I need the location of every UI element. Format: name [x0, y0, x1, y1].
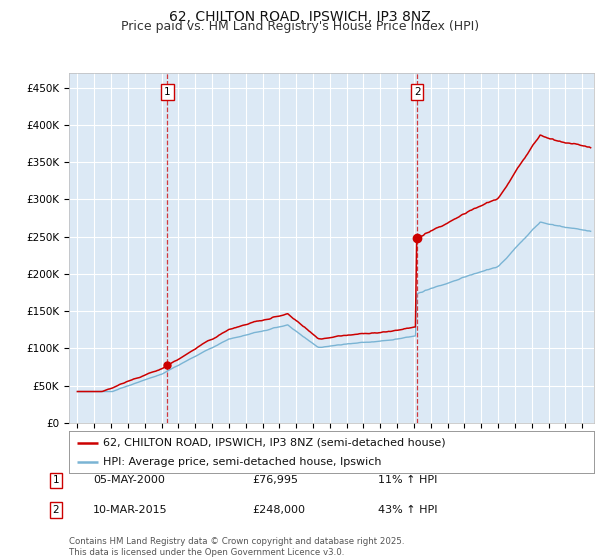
Text: 05-MAY-2000: 05-MAY-2000: [93, 475, 165, 486]
Text: 10-MAR-2015: 10-MAR-2015: [93, 505, 167, 515]
Text: HPI: Average price, semi-detached house, Ipswich: HPI: Average price, semi-detached house,…: [103, 457, 382, 467]
Text: 11% ↑ HPI: 11% ↑ HPI: [378, 475, 437, 486]
Text: 62, CHILTON ROAD, IPSWICH, IP3 8NZ (semi-detached house): 62, CHILTON ROAD, IPSWICH, IP3 8NZ (semi…: [103, 437, 446, 447]
Text: Contains HM Land Registry data © Crown copyright and database right 2025.
This d: Contains HM Land Registry data © Crown c…: [69, 537, 404, 557]
Text: Price paid vs. HM Land Registry's House Price Index (HPI): Price paid vs. HM Land Registry's House …: [121, 20, 479, 33]
Text: 2: 2: [414, 87, 421, 97]
Text: 1: 1: [52, 475, 59, 486]
Text: 62, CHILTON ROAD, IPSWICH, IP3 8NZ: 62, CHILTON ROAD, IPSWICH, IP3 8NZ: [169, 10, 431, 24]
Text: £76,995: £76,995: [252, 475, 298, 486]
Text: 1: 1: [164, 87, 171, 97]
Text: 2: 2: [52, 505, 59, 515]
Text: £248,000: £248,000: [252, 505, 305, 515]
Text: 43% ↑ HPI: 43% ↑ HPI: [378, 505, 437, 515]
